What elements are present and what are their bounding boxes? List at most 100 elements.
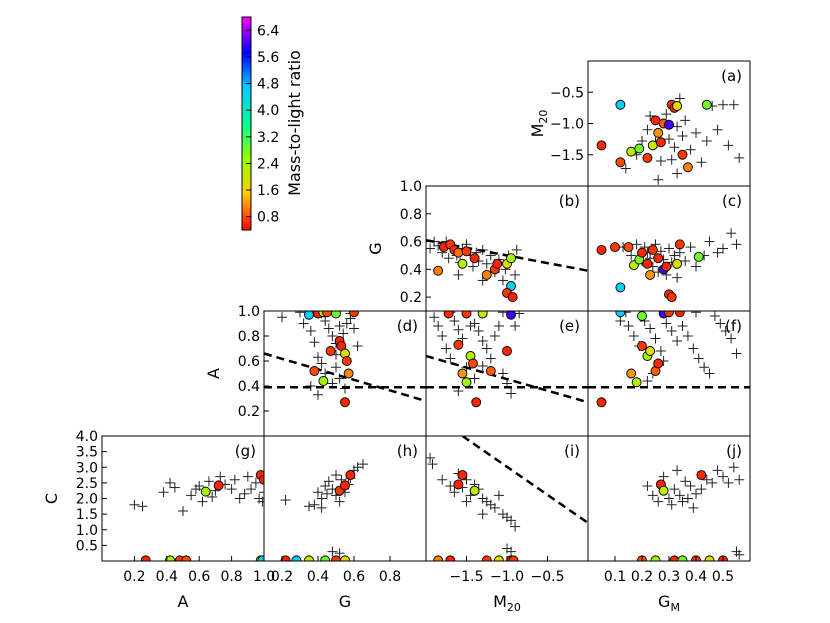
galaxy-point <box>457 470 468 481</box>
cross-point <box>642 376 653 386</box>
cross-point <box>437 331 448 341</box>
cross-point <box>723 140 734 151</box>
galaxy-point <box>340 397 350 408</box>
cross-point <box>437 474 448 485</box>
x-tick-label: 0.8 <box>379 569 401 585</box>
colorbar-tick-label: 2.4 <box>257 156 279 172</box>
cross-point <box>623 321 634 331</box>
cross-point <box>178 506 188 516</box>
cross-point <box>477 509 488 520</box>
panel-plot-area <box>426 311 588 408</box>
cross-point <box>215 471 226 482</box>
galaxy-point <box>291 555 302 561</box>
galaxy-point <box>322 311 332 318</box>
cross-point <box>280 495 291 506</box>
galaxy-point <box>304 311 314 320</box>
cross-point <box>731 239 742 250</box>
y-tick-label: −0.5 <box>550 85 584 101</box>
colorbar-tick-label: 1.6 <box>257 183 279 199</box>
fit-line <box>426 354 588 404</box>
galaxy-point <box>309 366 320 376</box>
cross-point <box>304 501 314 512</box>
galaxy-point <box>320 555 331 561</box>
galaxy-point <box>341 356 352 366</box>
galaxy-point <box>661 261 672 272</box>
panel-tag: (a) <box>721 67 742 85</box>
colorbar-ticks: 0.8 1.6 2.4 3.2 4.0 4.8 5.6 6.4 <box>246 23 279 226</box>
cross-point <box>242 471 253 482</box>
galaxy-point <box>672 101 683 111</box>
cross-point <box>669 484 680 495</box>
y-tick-label: 0.8 <box>238 329 260 345</box>
galaxy-point <box>674 311 685 318</box>
x-tick-label: 0.2 <box>271 569 293 585</box>
y-tick-label: 0.2 <box>238 404 260 420</box>
y-tick-label: 0.5 <box>76 538 98 554</box>
y-tick-label: 2.5 <box>76 476 98 492</box>
galaxy-point <box>631 377 642 388</box>
cross-point <box>680 476 691 487</box>
colorbar-tick-label: 6.4 <box>257 23 279 39</box>
x-tick-label: −1.5 <box>450 569 484 585</box>
panel-plot-area <box>129 470 264 561</box>
cross-point <box>696 157 707 168</box>
cross-point <box>445 481 456 491</box>
cross-point <box>320 316 331 326</box>
cross-point <box>691 127 701 138</box>
galaxy-point <box>677 149 688 160</box>
cross-point <box>313 389 323 400</box>
galaxy-point <box>507 292 518 303</box>
y-tick-label: 1.0 <box>238 304 260 320</box>
cross-point <box>677 131 688 141</box>
galaxy-point <box>596 140 607 151</box>
galaxy-point <box>645 269 656 280</box>
cross-point <box>685 242 696 253</box>
cross-point <box>277 312 287 323</box>
galaxy-point <box>615 282 626 293</box>
galaxy-point <box>658 485 669 496</box>
cross-point <box>642 481 653 491</box>
galaxy-point <box>647 140 658 151</box>
cross-point <box>707 477 718 488</box>
cross-point <box>669 250 680 261</box>
scatter-matrix: (a) (b) (c) (d) (e) (f) (g) (h) (i) (j) −0.5 −1.0 −1… <box>42 60 751 614</box>
cross-point <box>426 452 436 463</box>
cross-point <box>511 244 522 255</box>
cross-point <box>726 228 737 239</box>
galaxy-point <box>461 377 472 388</box>
cross-point <box>203 476 214 487</box>
galaxy-point <box>485 366 496 376</box>
galaxy-point <box>331 311 341 319</box>
cross-point <box>682 493 693 504</box>
panel-b: (b) <box>425 185 589 312</box>
cross-point <box>453 269 464 280</box>
galaxy-point <box>637 341 647 351</box>
cross-point <box>327 546 338 557</box>
cross-point <box>485 353 496 364</box>
y-tick-label: 4.0 <box>76 429 98 445</box>
cross-point <box>259 487 264 498</box>
cross-point <box>688 502 699 513</box>
galaxy-point <box>596 397 607 408</box>
galaxy-point <box>626 146 637 157</box>
cross-point <box>309 337 320 348</box>
panel-plot-area <box>596 93 745 185</box>
cross-point <box>323 323 334 334</box>
galaxy-point <box>637 247 647 258</box>
y-tick-label: 0.8 <box>400 207 422 223</box>
x-tick-label: 0.3 <box>658 569 680 585</box>
cross-point <box>704 368 715 379</box>
galaxy-point <box>345 470 356 481</box>
y-tick-label: 2.0 <box>76 492 98 508</box>
cross-point <box>358 459 368 470</box>
panel-tag: (g) <box>235 442 256 460</box>
galaxy-point <box>453 479 464 490</box>
galaxy-point <box>443 311 454 319</box>
cross-point <box>465 321 476 331</box>
cross-point <box>313 487 323 498</box>
cross-point <box>672 121 683 132</box>
cross-point <box>331 362 341 373</box>
cross-point <box>680 115 691 126</box>
cross-point <box>506 546 517 557</box>
